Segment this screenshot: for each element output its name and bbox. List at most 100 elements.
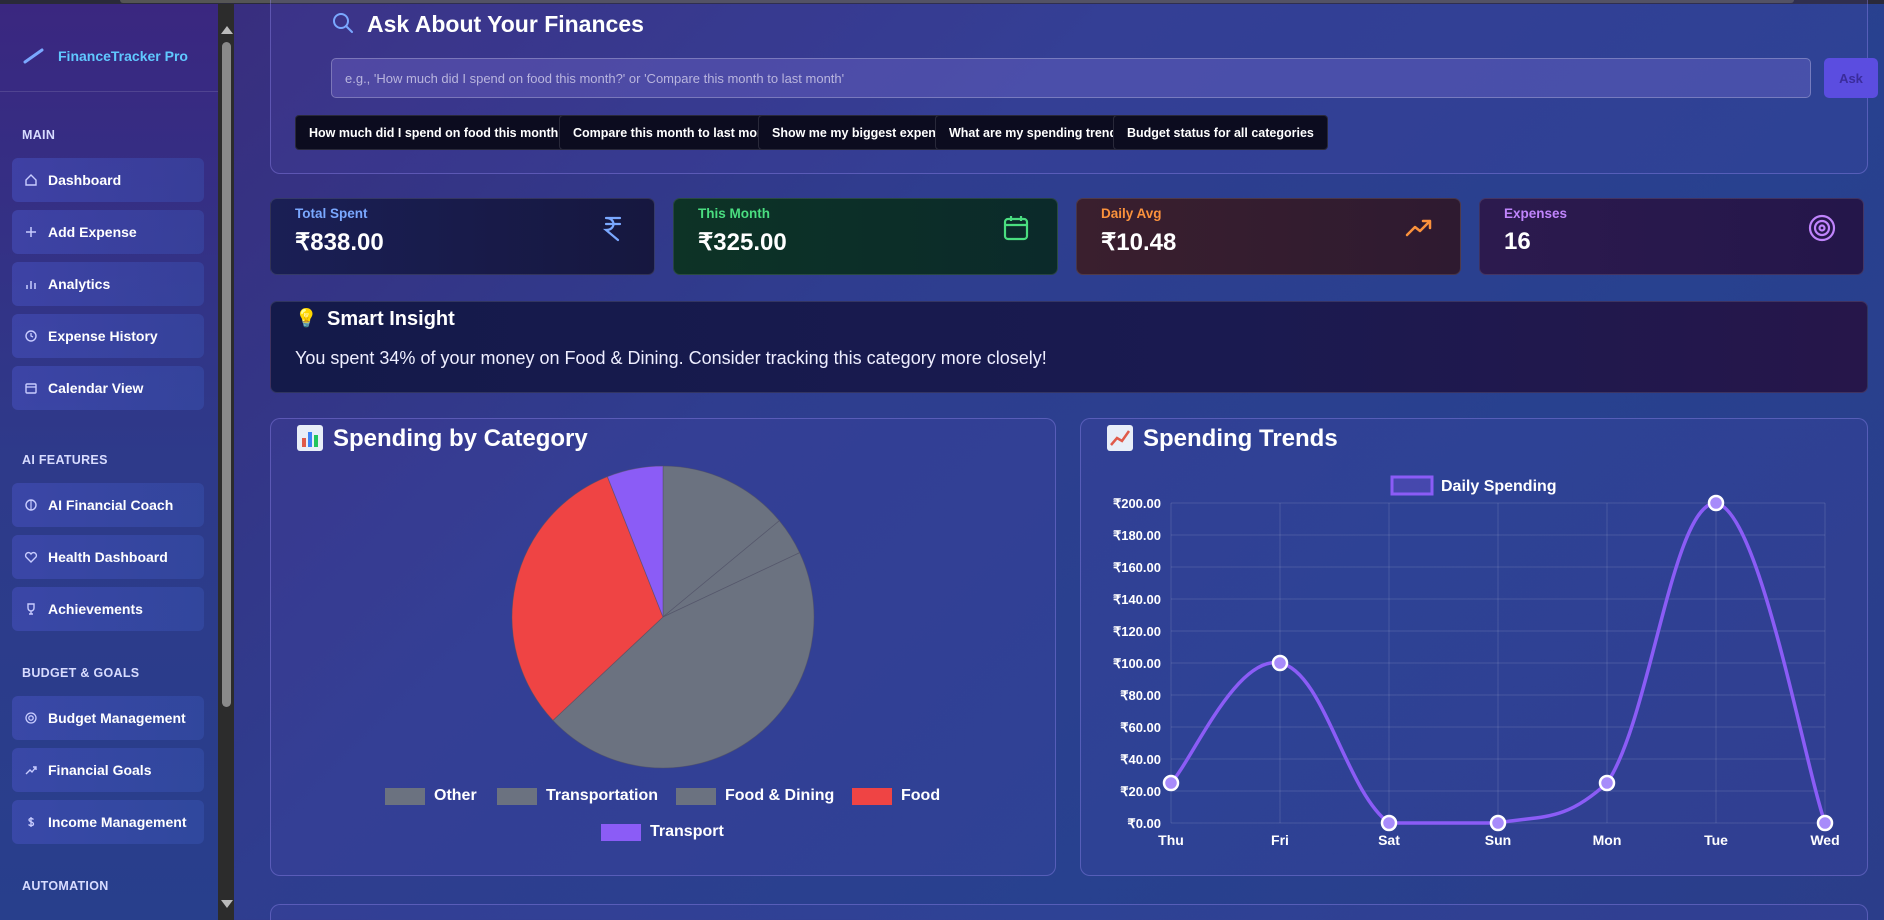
- category-chart-panel: Spending by Category Other Transportation…: [270, 418, 1056, 876]
- sidebar-section-label: BUDGET & GOALS: [22, 666, 140, 680]
- heart-icon: [24, 551, 38, 563]
- trend-chart-title: Spending Trends: [1143, 425, 1338, 452]
- legend-label: Food & Dining: [725, 787, 835, 804]
- legend-swatch: [497, 787, 537, 805]
- sidebar-item-achievements[interactable]: Achievements: [12, 587, 204, 631]
- legend-label: Food: [901, 787, 941, 804]
- bar-chart-icon: [297, 425, 323, 451]
- sidebar-item-analytics[interactable]: Analytics: [12, 262, 204, 306]
- pie-slice-food-dining[interactable]: [552, 552, 815, 769]
- y-tick-label: ₹40.00: [1120, 752, 1161, 767]
- scroll-thumb[interactable]: [222, 42, 231, 707]
- data-point[interactable]: [1816, 814, 1834, 832]
- legend-swatch: [676, 787, 716, 805]
- sidebar-item-expense-history[interactable]: Expense History: [12, 314, 204, 358]
- sidebar-item-add-expense[interactable]: Add Expense: [12, 210, 204, 254]
- y-tick-label: ₹120.00: [1113, 624, 1161, 639]
- sidebar-item-budget-management[interactable]: Budget Management: [12, 696, 204, 740]
- x-tick-label: Wed: [1810, 832, 1839, 848]
- window-top-strip: [0, 0, 1884, 4]
- sidebar-item-ai-financial-coach[interactable]: AI Financial Coach: [12, 483, 204, 527]
- scroll-up-arrow-icon[interactable]: [221, 26, 233, 34]
- x-tick-label: Sun: [1485, 832, 1511, 848]
- sidebar-item-financial-goals[interactable]: Financial Goals: [12, 748, 204, 792]
- lightbulb-icon: 💡: [295, 308, 318, 328]
- data-point[interactable]: [1707, 494, 1725, 512]
- sidebar-item-label: Achievements: [48, 601, 143, 617]
- stat-label: Total Spent: [295, 206, 368, 221]
- ask-button[interactable]: Ask: [1824, 58, 1878, 98]
- sidebar-item-calendar-view[interactable]: Calendar View: [12, 366, 204, 410]
- sidebar-scrollbar[interactable]: [218, 4, 234, 920]
- sidebar-item-health-dashboard[interactable]: Health Dashboard: [12, 535, 204, 579]
- stat-label: Daily Avg: [1101, 206, 1162, 221]
- brand-name: FinanceTracker Pro: [58, 48, 188, 64]
- legend-label: Transportation: [546, 787, 659, 804]
- data-point[interactable]: [1598, 774, 1616, 792]
- target-icon: [25, 712, 37, 724]
- suggestion-chip[interactable]: Budget status for all categories: [1113, 115, 1328, 150]
- trend-up-icon: [25, 766, 37, 775]
- y-tick-label: ₹100.00: [1113, 656, 1161, 671]
- brand[interactable]: FinanceTracker Pro: [22, 46, 188, 66]
- stat-card-daily-avg: Daily Avg ₹10.48: [1076, 198, 1461, 275]
- legend-label[interactable]: Daily Spending: [1441, 478, 1557, 495]
- pie-legend-item[interactable]: Transportation: [497, 787, 658, 805]
- calendar-icon: [25, 383, 37, 394]
- y-tick-label: ₹60.00: [1120, 720, 1161, 735]
- ask-input[interactable]: [331, 58, 1811, 98]
- sidebar-section-label: AUTOMATION: [22, 879, 109, 893]
- smart-insight-card: 💡 Smart Insight You spent 34% of your mo…: [270, 301, 1868, 393]
- sidebar-item-label: Add Expense: [48, 224, 137, 240]
- y-tick-label: ₹140.00: [1113, 592, 1161, 607]
- x-tick-label: Mon: [1593, 832, 1622, 848]
- pie-slice-other[interactable]: [662, 465, 780, 618]
- pie-slice-transport[interactable]: [606, 465, 664, 618]
- trend-up-icon: [1405, 219, 1432, 237]
- suggestion-chip[interactable]: Show me my biggest expenses: [758, 115, 971, 150]
- main-content: Ask About Your Finances Ask How much did…: [234, 0, 1884, 920]
- stat-value: ₹838.00: [295, 229, 384, 256]
- dollar-icon: [28, 817, 35, 827]
- y-tick-label: ₹0.00: [1127, 816, 1161, 831]
- sidebar-item-dashboard[interactable]: Dashboard: [12, 158, 204, 202]
- pie-legend-item[interactable]: Food: [852, 787, 940, 805]
- legend-label: Other: [434, 787, 477, 804]
- pie-legend-item[interactable]: Food & Dining: [676, 787, 834, 805]
- sidebar-item-label: Analytics: [48, 276, 111, 292]
- sidebar-item-label: AI Financial Coach: [48, 497, 174, 513]
- y-tick-label: ₹180.00: [1113, 528, 1161, 543]
- stat-value: ₹10.48: [1101, 229, 1177, 256]
- sidebar-item-income-management[interactable]: Income Management: [12, 800, 204, 844]
- home-icon: [25, 174, 37, 186]
- suggestion-chip[interactable]: Compare this month to last month: [559, 115, 791, 150]
- pie-legend-item[interactable]: Transport: [601, 823, 724, 841]
- stat-card-expenses: Expenses 16: [1479, 198, 1864, 275]
- stat-value: ₹325.00: [698, 229, 787, 256]
- legend-swatch: [852, 787, 892, 805]
- legend-label: Transport: [650, 823, 724, 840]
- suggestion-chip[interactable]: How much did I spend on food this month?: [295, 115, 580, 150]
- data-point[interactable]: [1380, 814, 1398, 832]
- insight-title: Smart Insight: [327, 308, 455, 330]
- legend-swatch[interactable]: [1390, 475, 1434, 496]
- legend-swatch: [385, 787, 425, 805]
- trophy-icon: [27, 603, 35, 615]
- y-tick-label: ₹160.00: [1113, 560, 1161, 575]
- insight-text: You spent 34% of your money on Food & Di…: [295, 348, 1047, 368]
- ask-panel: Ask About Your Finances Ask How much did…: [270, 0, 1878, 174]
- target-icon: [1808, 214, 1836, 242]
- x-tick-label: Thu: [1158, 832, 1184, 848]
- search-icon: [333, 13, 353, 33]
- data-point[interactable]: [1489, 814, 1507, 832]
- data-point[interactable]: [1162, 774, 1180, 792]
- scroll-down-arrow-icon[interactable]: [221, 900, 233, 908]
- pie-legend-item[interactable]: Other: [385, 787, 477, 805]
- divider: [0, 91, 218, 92]
- pie-slice-food[interactable]: [511, 476, 664, 721]
- line-chart-icon: [1107, 425, 1133, 451]
- suggestion-chip[interactable]: What are my spending trends?: [935, 115, 1146, 150]
- sidebar-section-label: MAIN: [22, 128, 56, 142]
- line-chart: ₹0.00 ₹20.00 ₹40.00 ₹60.00 ₹80.00 ₹100.00 ₹120…: [1113, 475, 1840, 848]
- data-point[interactable]: [1271, 654, 1289, 672]
